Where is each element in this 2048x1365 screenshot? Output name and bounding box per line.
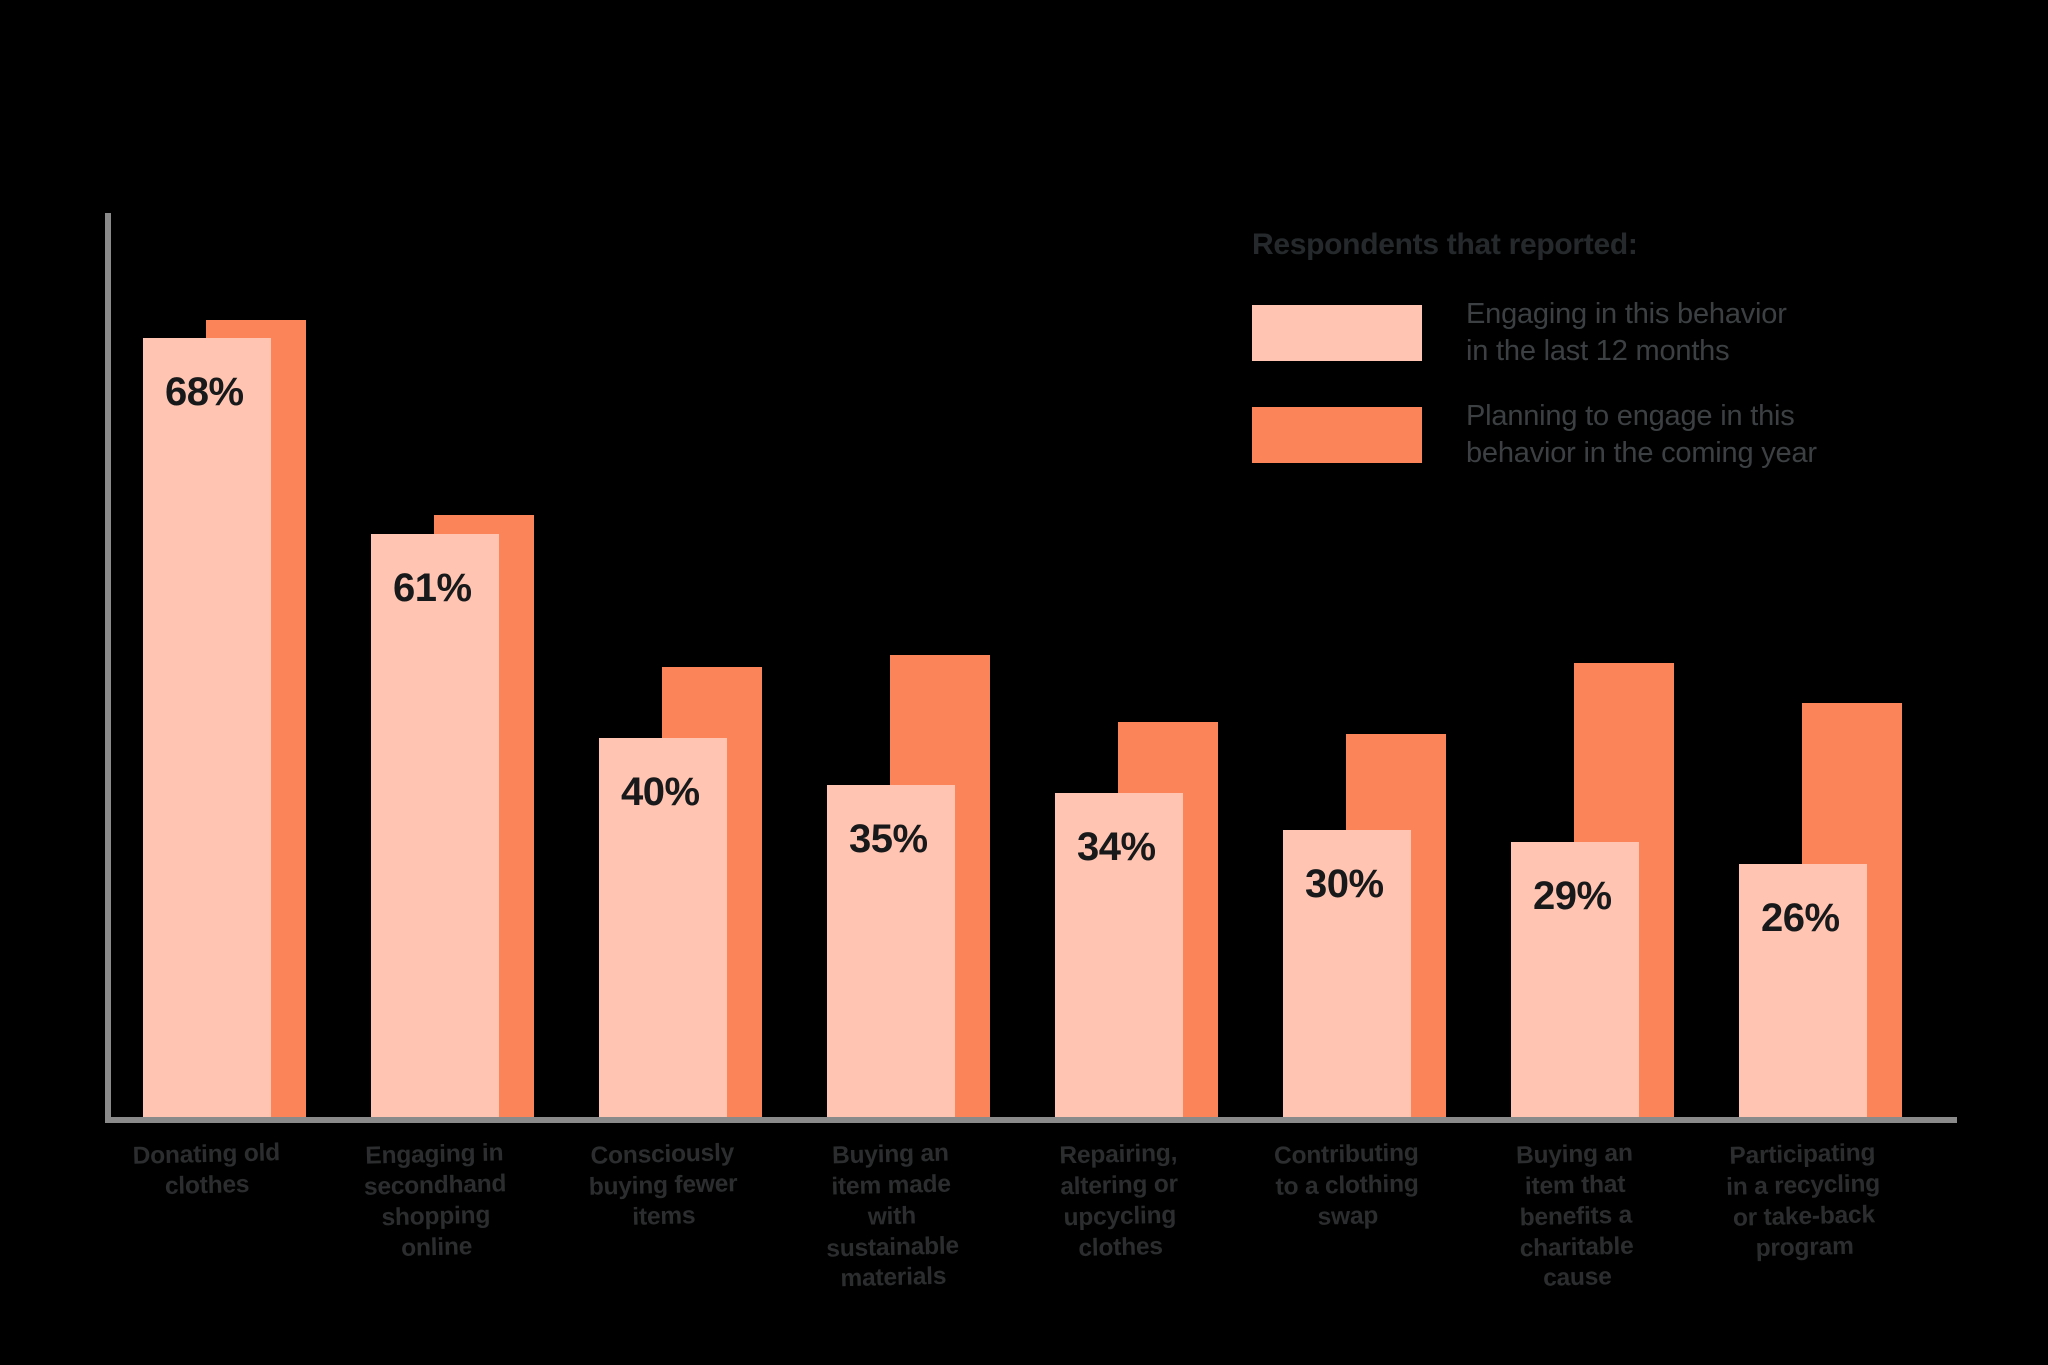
legend-item-planning[interactable]: Planning to engage in this behavior in t… [1252,398,2012,472]
x-axis-category-label: Participating in a recycling or take-bac… [1674,1137,1933,1267]
label-line: online [400,1232,473,1262]
bar-engaging[interactable]: 26% [1739,864,1867,1117]
label-line: materials [840,1263,947,1293]
legend-item-engaging[interactable]: Engaging in this behavior in the last 12… [1252,296,2012,370]
bar-group: 68% [143,0,371,1123]
bar-engaging[interactable]: 40% [599,738,727,1117]
x-axis-category-label: Contributing to a clothing swap [1218,1137,1476,1236]
bar-value-label: 35% [849,817,928,861]
bar-group: 26% [1739,0,1967,1123]
legend-label-planning: Planning to engage in this behavior in t… [1466,400,1817,470]
legend-label-engaging: Engaging in this behavior in the last 12… [1466,298,1787,368]
label-line: cause [1542,1263,1612,1293]
bar-group: 35% [827,0,1055,1123]
bar-group: 40% [599,0,827,1123]
label-line: program [1755,1232,1854,1262]
bar-value-label: 30% [1305,862,1384,906]
label-line: items [632,1201,696,1231]
x-axis-category-label: Donating old clothes [78,1137,335,1205]
x-axis-line [105,1117,1957,1123]
bar-group: 34% [1055,0,1283,1123]
bar-engaging[interactable]: 29% [1511,842,1639,1117]
chart-legend: Respondents that reported: Engaging in t… [1252,228,2012,500]
y-axis-line [105,213,111,1123]
bar-engaging[interactable]: 30% [1283,830,1411,1117]
bar-value-label: 34% [1077,825,1156,869]
bar-group: 30% [1283,0,1511,1123]
x-axis-category-label: Buying an item made with sustainable mat… [762,1137,1022,1298]
label-line: clothes [164,1170,250,1200]
bar-value-label: 29% [1533,874,1612,918]
x-axis-category-label: Repairing, altering or upcycling clothes [990,1137,1249,1267]
plot-area: 68% 61% 40% 35% 34% [143,0,1967,1123]
label-line: clothes [1078,1232,1164,1262]
legend-swatch-engaging [1252,305,1422,362]
x-axis-category-label: Engaging in secondhand shopping online [306,1137,565,1267]
legend-title: Respondents that reported: [1252,228,1638,261]
bar-group: 61% [371,0,599,1123]
bar-engaging[interactable]: 68% [143,338,271,1117]
x-axis-category-label: Buying an item that benefits a charitabl… [1446,1137,1706,1298]
x-axis-category-label: Consciously buying fewer items [534,1137,792,1236]
bar-engaging[interactable]: 35% [827,785,955,1117]
bar-group: 29% [1511,0,1739,1123]
bar-engaging[interactable]: 34% [1055,793,1183,1117]
bar-value-label: 68% [165,370,244,414]
bar-value-label: 26% [1761,896,1840,940]
label-line: swap [1317,1201,1379,1231]
bar-engaging[interactable]: 61% [371,534,499,1117]
bar-value-label: 61% [393,566,472,610]
bar-value-label: 40% [621,770,700,814]
legend-swatch-planning [1252,407,1422,464]
